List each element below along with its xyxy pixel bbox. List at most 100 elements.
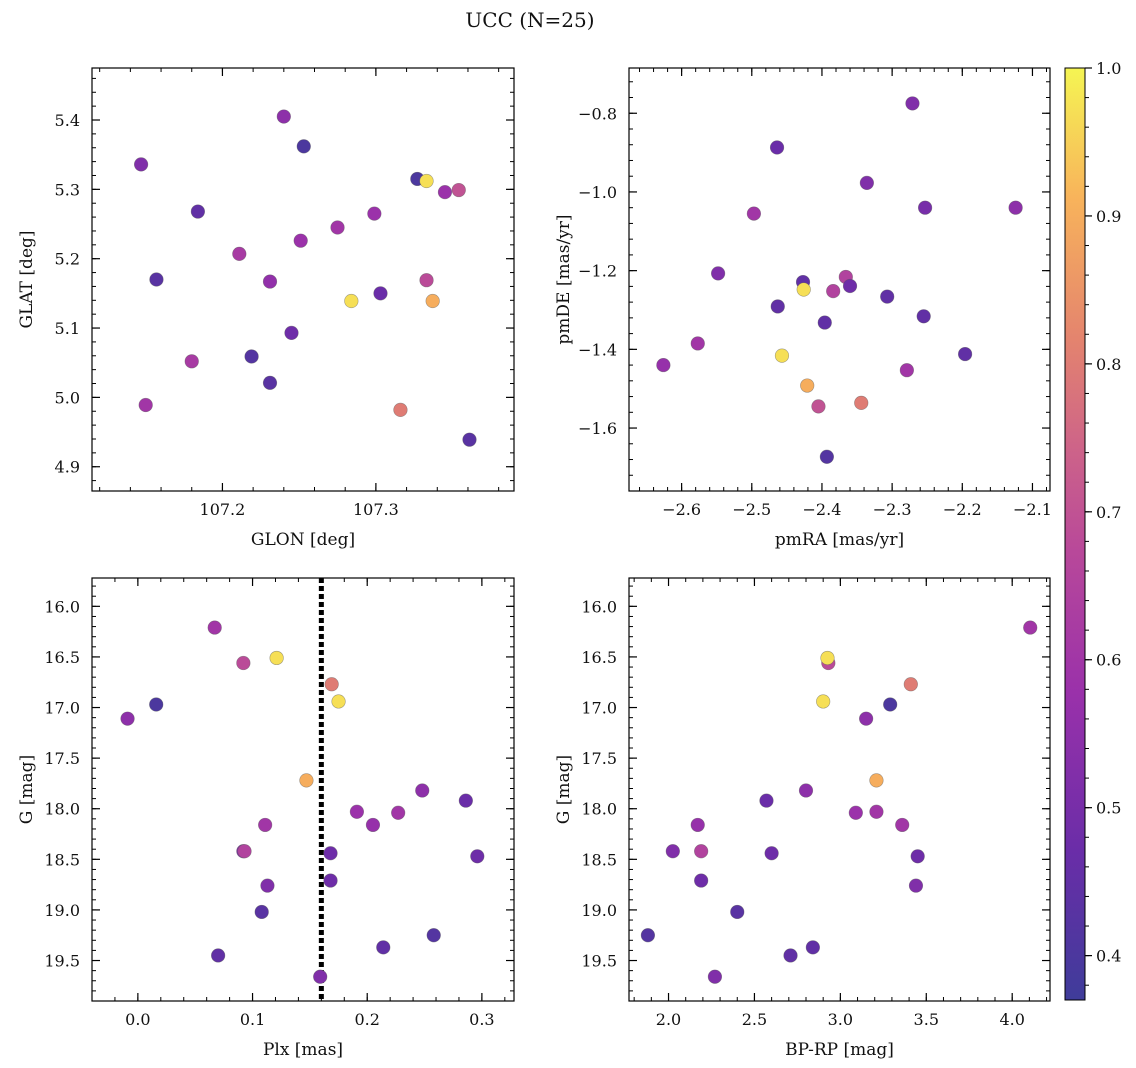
y-tick-label: 5.2 <box>55 250 80 269</box>
scatter-point <box>711 266 726 281</box>
x-tick-label: −2.4 <box>803 500 842 519</box>
scatter-point <box>848 805 863 820</box>
y-tick-label: 19.0 <box>44 901 80 920</box>
scatter-point <box>957 346 973 362</box>
scatter-point <box>284 325 299 340</box>
figure-title: UCC (N=25) <box>465 8 594 32</box>
x-axis-label: BP-RP [mag] <box>785 1040 894 1060</box>
scatter-point <box>324 677 339 692</box>
scatter-point <box>415 783 430 798</box>
y-axis-label: pmDE [mas/yr] <box>554 214 574 344</box>
scatter-point <box>451 182 466 198</box>
colorbar-tick-label: 0.7 <box>1096 503 1121 522</box>
scatter-point <box>323 873 338 888</box>
scatter-point <box>365 817 381 833</box>
scatter-point <box>826 284 841 299</box>
x-tick-label: 3.5 <box>914 1010 939 1029</box>
scatter-point <box>134 157 149 172</box>
y-tick-label: −1.0 <box>578 183 617 202</box>
scatter-point <box>313 969 328 984</box>
scatter-point <box>299 773 314 788</box>
scatter-point <box>262 274 278 289</box>
scatter-point <box>232 246 247 261</box>
scatter-point <box>859 175 874 190</box>
panel-glon-glat: 107.2 107.3 4.9 5.0 5.1 5.2 5.3 5.4 GLON [deg] GL… <box>17 67 515 550</box>
scatter-point <box>237 844 252 859</box>
colorbar-tick-label: 0.5 <box>1096 799 1121 818</box>
scatter-point <box>262 375 278 390</box>
scatter-point <box>895 817 910 833</box>
scatter-point <box>258 817 273 833</box>
y-tick-label: 17.0 <box>44 699 80 718</box>
scatter-point <box>1023 620 1038 635</box>
scatter-point <box>344 293 359 309</box>
plot-frame <box>91 67 515 492</box>
scatter-point <box>883 697 898 712</box>
scatter-point <box>393 402 408 417</box>
scatter-point <box>842 278 858 294</box>
scatter-point <box>207 620 222 635</box>
x-tick-label: 0.0 <box>125 1010 150 1029</box>
y-tick-label: −1.4 <box>578 340 617 359</box>
scatter-point <box>817 315 832 330</box>
y-tick-label: 17.5 <box>581 749 617 768</box>
x-tick-label: 2.5 <box>742 1010 767 1029</box>
scatter-point <box>462 432 477 447</box>
x-tick-label: 3.0 <box>828 1010 853 1029</box>
y-tick-label: 5.4 <box>55 111 80 130</box>
colorbar-tick-label: 1.0 <box>1096 59 1121 78</box>
scatter-point <box>869 804 884 819</box>
scatter-point <box>296 139 311 154</box>
x-tick-label: 2.0 <box>656 1010 681 1029</box>
scatter-point <box>819 449 834 464</box>
scatter-point <box>425 293 440 309</box>
x-tick-label: 4.0 <box>999 1010 1024 1029</box>
x-tick-label: −2.6 <box>662 500 701 519</box>
y-axis-label: G [mag] <box>554 755 574 824</box>
colorbar-gradient <box>1064 67 1086 1001</box>
scatter-point <box>746 206 761 221</box>
scatter-point <box>916 309 931 324</box>
scatter-point <box>331 694 346 709</box>
x-tick-label: −2.1 <box>1013 500 1052 519</box>
scatter-point <box>796 282 811 297</box>
x-axis-label: pmRA [mas/yr] <box>775 530 904 550</box>
scatter-point <box>770 299 785 314</box>
scatter-point <box>426 928 441 943</box>
x-axis-label: GLON [deg] <box>251 530 355 550</box>
scatter-point <box>690 336 705 351</box>
x-axis-label: Plx [mas] <box>263 1040 343 1060</box>
scatter-point <box>805 940 820 955</box>
scatter-point <box>640 928 656 943</box>
colorbar-tick-label: 0.8 <box>1096 355 1121 374</box>
scatter-point <box>903 677 918 692</box>
x-tick-label: −2.5 <box>732 500 771 519</box>
y-tick-label: 5.1 <box>55 319 80 338</box>
scatter-point <box>260 878 275 893</box>
scatter-point <box>707 969 723 984</box>
y-tick-label: 18.0 <box>581 800 617 819</box>
scatter-point <box>859 711 874 726</box>
scatter-point <box>120 711 135 726</box>
panel-plx-g: 0.0 0.1 0.2 0.3 16.0 16.5 17.0 17.5 18.0 18.5 19.0… <box>17 577 515 1060</box>
scatter-point <box>656 357 671 373</box>
scatter-point <box>236 655 251 671</box>
scatter-point <box>149 272 164 287</box>
panel-color-mag: 2.0 2.5 3.0 3.5 4.0 16.0 16.5 17.0 17.5 18.0 18.5 1… <box>554 577 1051 1060</box>
scatter-point <box>330 220 345 235</box>
colorbar-tick-label: 0.6 <box>1096 651 1121 670</box>
scatter-point <box>899 363 914 378</box>
x-tick-label: 0.3 <box>469 1010 494 1029</box>
scatter-point <box>244 349 259 364</box>
scatter-point <box>138 397 153 413</box>
y-tick-label: 16.5 <box>44 648 80 667</box>
x-tick-label: −2.3 <box>873 500 912 519</box>
x-tick-label: 0.1 <box>240 1010 265 1029</box>
y-axis-label: G [mag] <box>17 755 37 824</box>
scatter-point <box>690 817 705 833</box>
scatter-point <box>367 206 382 221</box>
y-tick-label: 18.5 <box>44 850 80 869</box>
y-tick-label: 17.0 <box>581 699 617 718</box>
x-tick-label: −2.2 <box>943 500 982 519</box>
